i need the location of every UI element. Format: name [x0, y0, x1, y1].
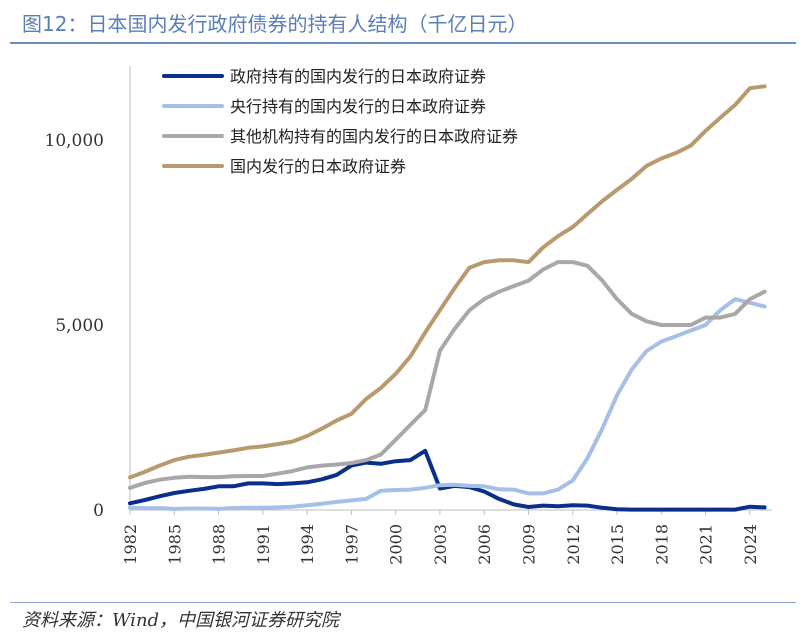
- legend-label-1: 政府持有的国内发行的日本政府证券: [230, 67, 486, 86]
- x-tick-label: 2000: [387, 524, 406, 565]
- x-tick-label: 1991: [254, 524, 273, 565]
- x-tick-label: 2015: [608, 524, 627, 565]
- series-line-3: [128, 260, 767, 490]
- x-tick-label: 1994: [298, 524, 317, 565]
- y-tick-label: 0: [93, 501, 104, 521]
- chart-title: 图12：日本国内发行政府债券的持有人结构（千亿日元）: [22, 12, 528, 36]
- legend-label-4: 国内发行的日本政府证券: [230, 157, 406, 176]
- x-tick-label: 2012: [564, 524, 583, 565]
- x-tick-label: 1985: [165, 524, 184, 565]
- x-tick-label: 2018: [652, 524, 671, 565]
- x-tick-label: 2006: [475, 524, 494, 565]
- chart-canvas: 0 5,000 10,000 1982 1985 1988 1991 1994 1997 2000…: [45, 66, 772, 565]
- title-divider: [10, 42, 796, 44]
- legend-label-3: 其他机构持有的国内发行的日本政府证券: [230, 127, 518, 146]
- x-tick-label: 1988: [210, 524, 229, 565]
- source-note: 资料来源：Wind，中国银河证券研究院: [22, 610, 340, 631]
- y-tick-label: 10,000: [45, 131, 104, 151]
- x-tick-label: 1997: [342, 524, 361, 565]
- x-tick-label: 2024: [741, 524, 760, 565]
- series-line-2: [128, 297, 767, 511]
- footer-divider: [10, 602, 796, 603]
- legend-label-2: 央行持有的国内发行的日本政府证券: [230, 97, 486, 116]
- series-line-1: [128, 448, 767, 512]
- x-tick-label: 2021: [697, 524, 716, 565]
- y-tick-label: 5,000: [55, 316, 104, 336]
- x-tick-label: 2009: [519, 524, 538, 565]
- x-tick-label: 1982: [121, 524, 140, 565]
- x-tick-label: 2003: [431, 524, 450, 565]
- series-line-4: [128, 84, 767, 480]
